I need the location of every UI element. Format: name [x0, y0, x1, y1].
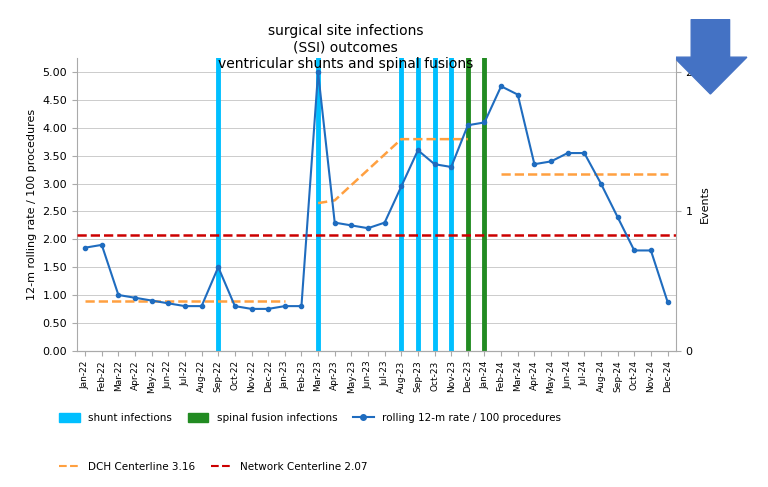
Text: surgical site infections
(SSI) outcomes
ventricular shunts and spinal fusions: surgical site infections (SSI) outcomes … [218, 24, 473, 71]
Y-axis label: Events: Events [700, 186, 710, 224]
FancyArrow shape [674, 19, 746, 94]
Y-axis label: 12-m rolling rate / 100 procedures: 12-m rolling rate / 100 procedures [27, 109, 37, 300]
Legend: DCH Centerline 3.16, Network Centerline 2.07: DCH Centerline 3.16, Network Centerline … [59, 462, 368, 472]
Legend: shunt infections, spinal fusion infections, rolling 12-m rate / 100 procedures: shunt infections, spinal fusion infectio… [59, 413, 561, 423]
